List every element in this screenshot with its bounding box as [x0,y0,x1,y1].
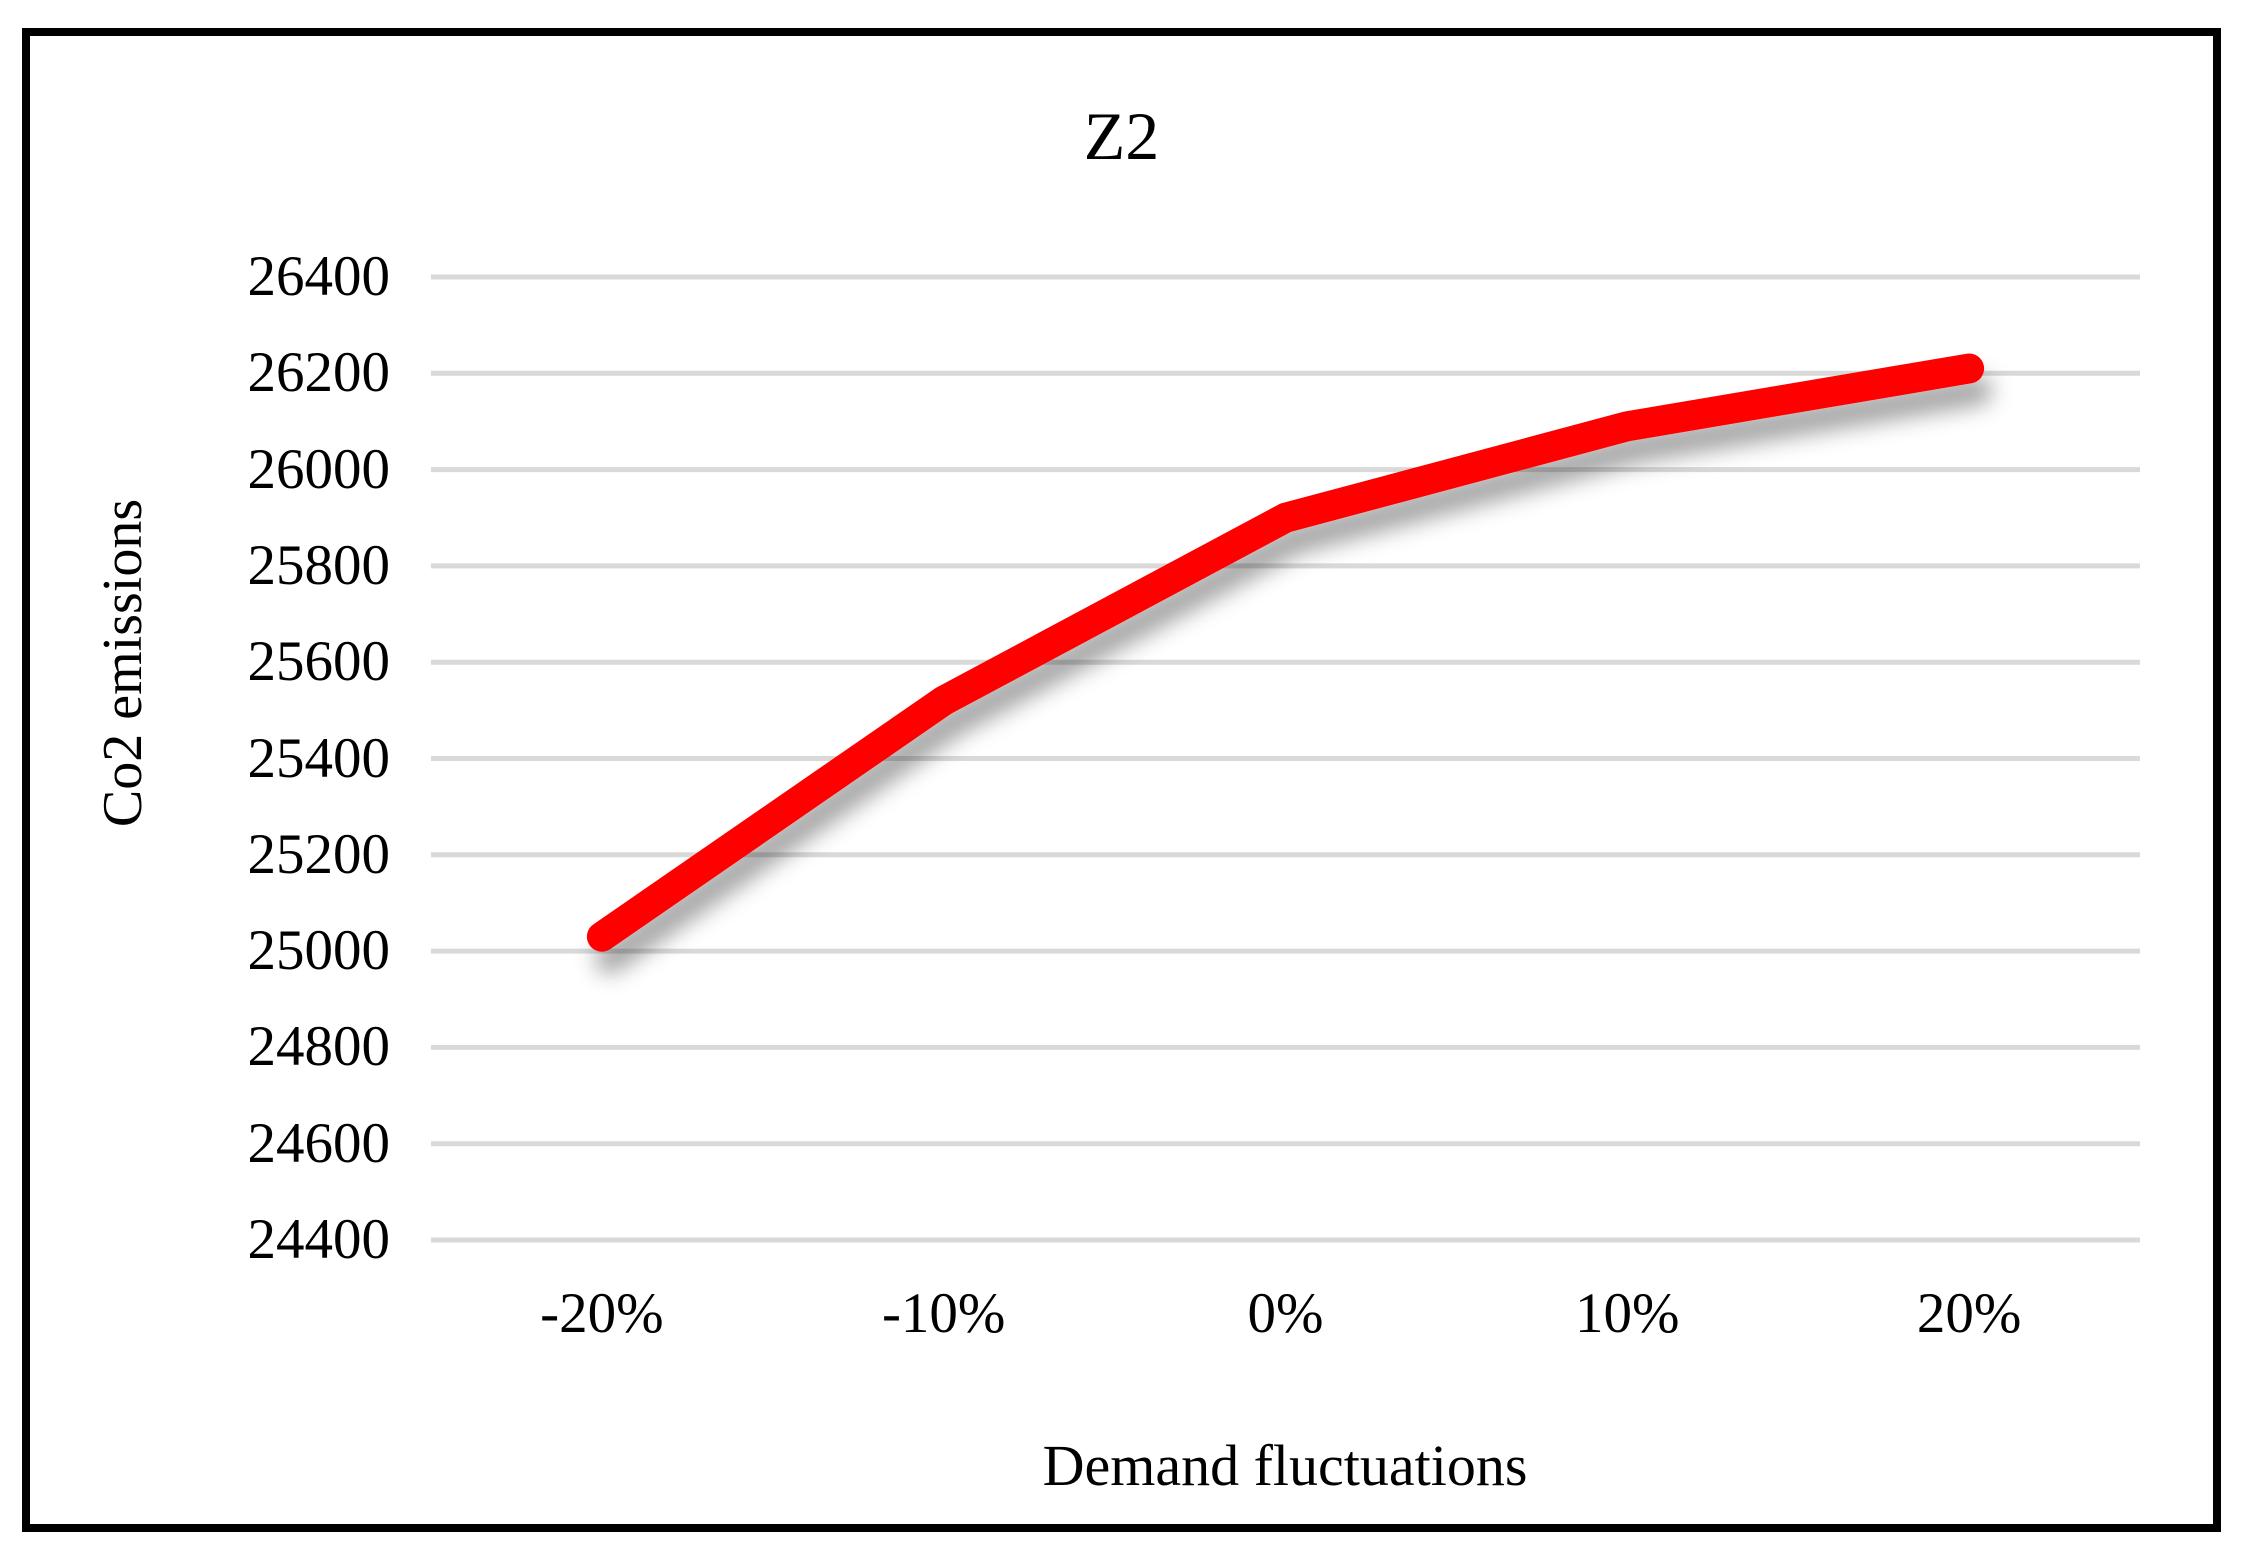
x-tick-label: -20% [540,1282,664,1345]
y-axis-title: Co2 emissions [92,498,154,828]
x-tick-label: -10% [881,1282,1006,1345]
y-tick-label: 24600 [247,1111,391,1175]
chart-border-frame [22,28,2221,1532]
y-tick-label: 25600 [247,630,391,694]
gridlines [431,274,2140,1243]
y-tick-label: 25200 [247,822,391,886]
chart-title: Z2 [1083,98,1160,174]
y-tick-label: 26200 [247,341,391,405]
y-tick-label: 25800 [247,533,391,597]
series-line [586,353,1985,952]
y-tick-label: 25400 [247,726,391,790]
x-tick-label: 10% [1575,1282,1680,1345]
y-tick-label: 26000 [247,437,391,501]
y-tick-label: 26400 [247,245,391,308]
x-tick-label: 0% [1247,1282,1324,1345]
y-tick-label: 25000 [247,919,391,983]
x-axis-title: Demand fluctuations [1042,1433,1528,1498]
y-tick-label: 24800 [247,1015,391,1079]
y-tick-label: 24400 [247,1208,391,1271]
x-tick-label: 20% [1916,1282,2022,1345]
